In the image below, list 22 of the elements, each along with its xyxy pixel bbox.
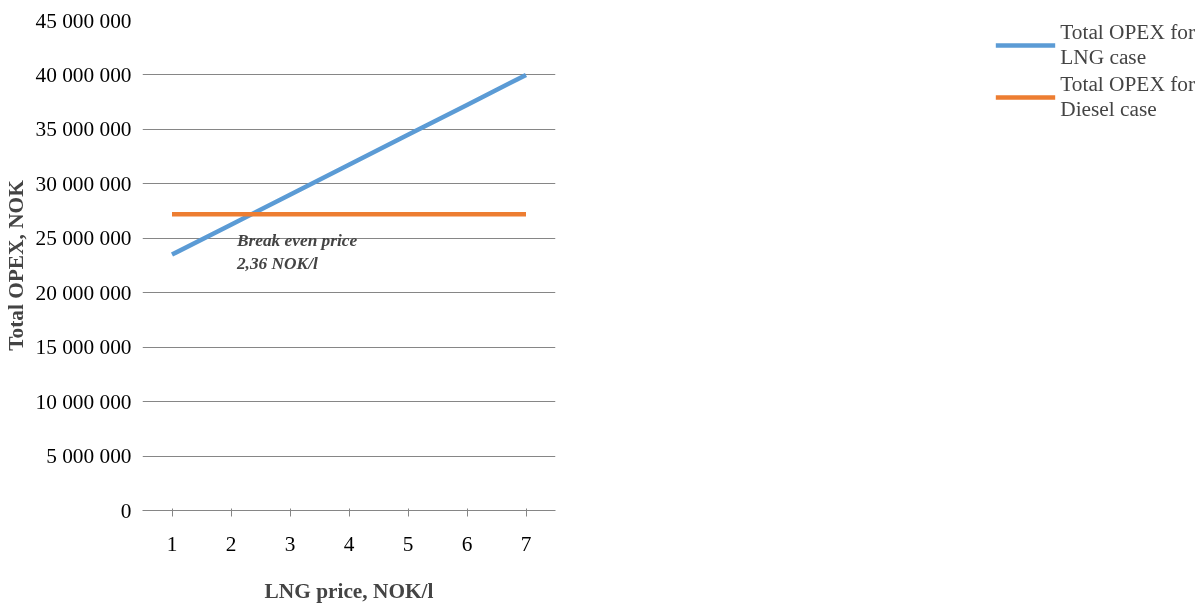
x-tick-label: 5 bbox=[402, 531, 414, 556]
legend-label: Total OPEX for LNG case bbox=[1060, 20, 1195, 70]
x-tick-label: 4 bbox=[343, 531, 355, 556]
line-series bbox=[169, 72, 529, 257]
x-tick-label: 7 bbox=[520, 531, 532, 556]
y-tick-label: 0 bbox=[120, 498, 132, 523]
x-tick-label: 6 bbox=[461, 531, 473, 556]
x-tick-label: 1 bbox=[166, 531, 178, 556]
y-tick-label: 15 000 000 bbox=[35, 335, 132, 360]
y-tick-label: 20 000 000 bbox=[35, 280, 132, 305]
y-tick-label: 25 000 000 bbox=[35, 226, 132, 251]
y-axis-title: Total OPEX, NOK bbox=[3, 179, 28, 351]
x-axis-title: LNG price, NOK/l bbox=[264, 578, 434, 603]
y-tick-label: 40 000 000 bbox=[35, 62, 132, 87]
y-tick-label: 35 000 000 bbox=[35, 117, 132, 142]
y-tick-label: 30 000 000 bbox=[35, 171, 132, 196]
y-tick-label: 45 000 000 bbox=[35, 8, 132, 33]
x-tick-label: 2 bbox=[225, 531, 237, 556]
y-tick-label: 5 000 000 bbox=[46, 444, 132, 469]
legend-label: Total OPEX for Diesel case bbox=[1060, 72, 1195, 122]
x-tick-label: 3 bbox=[284, 531, 296, 556]
y-tick-label: 10 000 000 bbox=[35, 389, 132, 414]
